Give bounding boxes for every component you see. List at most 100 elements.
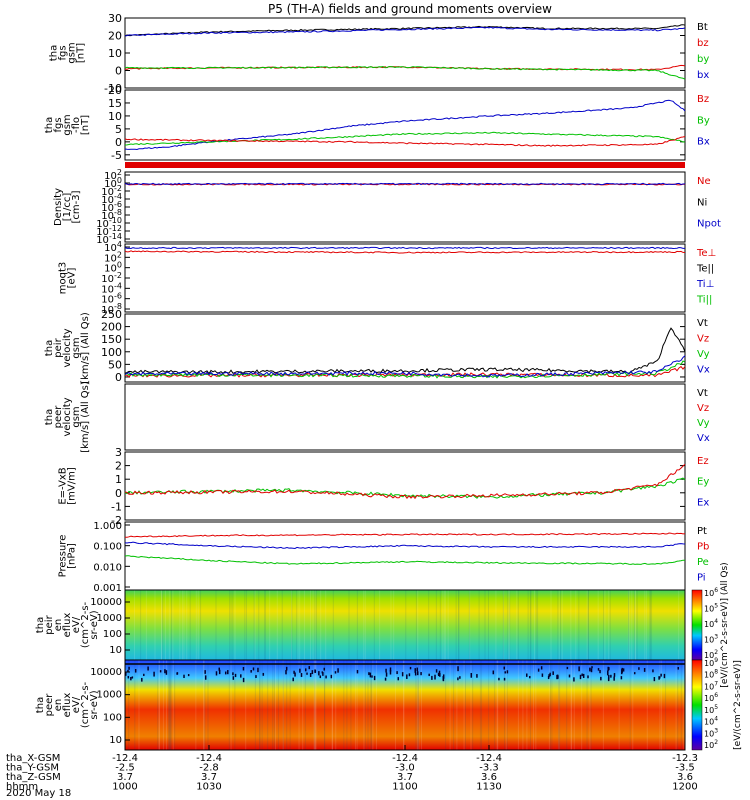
y-axis-label: sr-eV) <box>89 610 100 639</box>
heatmap-speck <box>385 668 387 673</box>
heatmap-speck <box>293 670 295 674</box>
heatmap-speck <box>164 669 166 674</box>
heatmap-speck <box>131 676 134 679</box>
colorbar-tick-label: 103 <box>704 727 718 738</box>
x-tick-label: 3.7 <box>117 772 133 783</box>
heatmap-speck <box>658 676 660 680</box>
heatmap-speck <box>504 671 506 674</box>
y-tick-label: 104 <box>104 240 122 254</box>
x-tick-label: -12.4 <box>112 753 138 764</box>
heatmap-speck <box>428 673 430 677</box>
heatmap-speck <box>242 677 245 683</box>
y-tick-label: 10-10 <box>96 216 122 230</box>
heatmap-speck <box>573 677 575 682</box>
heatmap-speck <box>582 673 585 678</box>
colorbar-tick-label: 105 <box>704 704 718 715</box>
heatmap-speck <box>416 667 419 672</box>
legend-Vz: Vz <box>697 403 709 414</box>
y-axis-label: [eV] <box>67 268 78 289</box>
heatmap-speck <box>414 668 416 673</box>
x-tick-label: 1000 <box>112 782 137 793</box>
y-tick-label: 150 <box>101 333 122 346</box>
heatmap-speck <box>590 668 593 673</box>
y-axis-label: peir <box>44 614 55 634</box>
y-axis-label: [nT] <box>76 43 87 63</box>
y-axis-label: tha <box>44 117 55 133</box>
x-tick-label: 1200 <box>672 782 697 793</box>
panel-peir-eflux: 106 105 104 103 102 [eV/(cm^2-s-sr-eV)] (All … <box>35 562 730 687</box>
heatmap-speck <box>134 669 137 673</box>
heatmap-speck <box>540 666 543 670</box>
legend-Bz: Bz <box>697 94 709 105</box>
colorbar-tick-label: 107 <box>704 680 718 691</box>
heatmap-speck <box>141 677 143 682</box>
legend-Ex: Ex <box>697 497 709 508</box>
heatmap-speck <box>401 672 404 677</box>
heatmap-speck <box>607 666 609 671</box>
heatmap-speck <box>442 674 445 679</box>
heatmap-speck <box>677 667 680 670</box>
legend-Vz: Vz <box>697 334 709 345</box>
heatmap-speck <box>492 670 495 675</box>
heatmap-speck <box>526 673 528 677</box>
heatmap-speck <box>503 666 506 670</box>
y-tick-label: 10-8 <box>101 208 122 222</box>
heatmap-speck <box>369 672 372 678</box>
legend-Pb: Pb <box>697 542 709 553</box>
series-By <box>124 131 686 146</box>
series-Vx <box>124 355 686 378</box>
x-tick-label: 3.7 <box>397 772 413 783</box>
heatmap-speck <box>556 674 558 680</box>
y-tick-label: 0 <box>115 65 122 78</box>
y-axis-label: E=-VxB <box>58 467 69 504</box>
series-Npot <box>124 182 686 186</box>
date-label: 2020 May 18 <box>6 788 71 799</box>
x-row-label: tha_X-GSM <box>6 753 60 764</box>
heatmap-speck <box>125 671 127 676</box>
legend-Ti⊥: Ti⊥ <box>696 279 714 290</box>
heatmap-speck <box>529 676 531 679</box>
heatmap-speck <box>299 668 301 673</box>
y-axis-label: [1/cc] <box>62 193 73 222</box>
quality-flag-bar <box>125 162 685 168</box>
heatmap-speck <box>300 673 303 677</box>
heatmap-speck <box>414 672 417 676</box>
x-axis-table: tha_X-GSM -12.4 -12.4 -12.4 -12.4 -12.3 tha_Y-… <box>6 745 698 793</box>
y-axis-label: velocity <box>62 397 73 436</box>
y-tick-label: 100 <box>101 346 122 359</box>
y-axis-label: [mV/m] <box>67 467 78 505</box>
y-tick-label: 10 <box>109 645 122 656</box>
heatmap-speck <box>319 675 322 679</box>
heatmap-speck <box>311 670 314 675</box>
heatmap-speck <box>159 670 162 673</box>
y-axis-label: -flo <box>71 117 82 133</box>
heatmap-speck <box>218 669 221 675</box>
legend-Ey: Ey <box>697 477 709 488</box>
legend-Vy: Vy <box>697 349 710 360</box>
heatmap-speck <box>294 672 296 677</box>
x-tick-label: -2.5 <box>115 763 135 774</box>
panel-frame <box>124 521 686 591</box>
heatmap-speck <box>568 674 571 678</box>
y-axis-label: moqt3 <box>58 262 69 295</box>
heatmap-speck <box>318 671 320 676</box>
heatmap-speck <box>397 677 400 681</box>
legend-Ni: Ni <box>697 197 707 208</box>
x-tick-label: -12.4 <box>476 753 502 764</box>
y-axis-label: (cm^2-s- <box>80 681 91 728</box>
heatmap-speck <box>252 667 255 671</box>
y-axis-label: en <box>53 619 64 632</box>
heatmap-speck <box>587 675 589 679</box>
y-tick-label: 10-14 <box>96 232 122 246</box>
heatmap-speck <box>437 674 440 677</box>
heatmap-speck <box>434 674 436 680</box>
y-axis-label: [km/s] (All Qs) <box>80 381 91 453</box>
series-Pe <box>124 555 685 565</box>
y-axis-label: sr-eV) <box>89 690 100 719</box>
heatmap-speck <box>597 668 600 671</box>
series-Bt <box>124 24 686 37</box>
heatmap-speck <box>459 676 461 679</box>
